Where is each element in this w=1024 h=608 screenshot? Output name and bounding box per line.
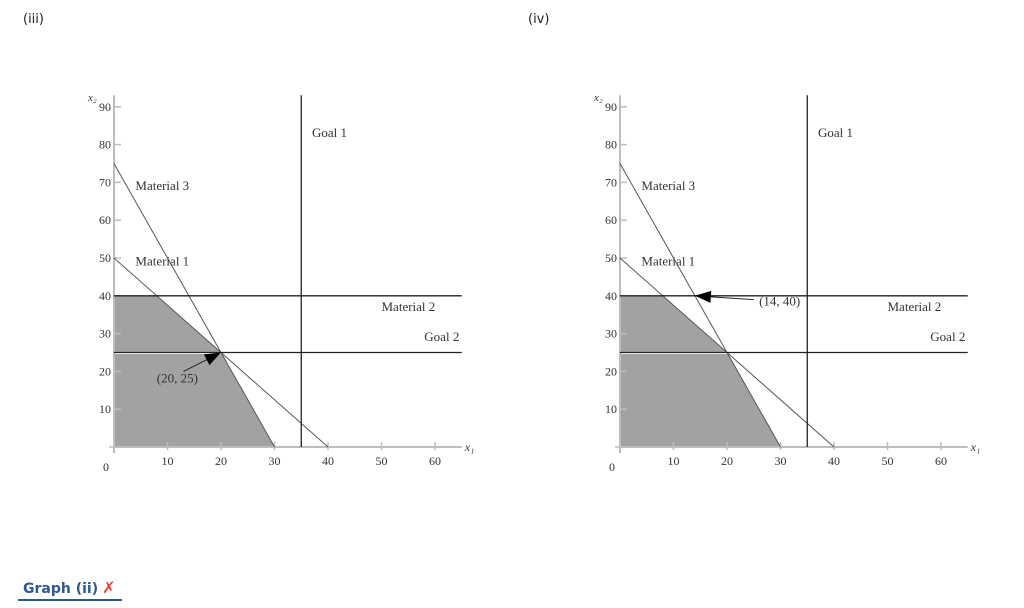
constraint-label: Goal 2	[424, 329, 459, 344]
constraint-label: Goal 1	[312, 125, 347, 140]
constraint-material-3	[113, 163, 275, 448]
y-tick-label: 20	[605, 364, 617, 378]
y-tick-label: 60	[99, 213, 111, 227]
constraint-label: Goal 2	[930, 329, 965, 344]
annotation-label: (20, 25)	[157, 371, 198, 386]
y-tick-label: 30	[99, 327, 111, 341]
y-tick-label: 40	[99, 289, 111, 303]
x-tick-label: 10	[668, 454, 680, 468]
origin-label: 0	[609, 460, 615, 474]
graph-ii-link[interactable]: Graph (ii) ✗	[18, 578, 122, 601]
x-tick-label: 50	[376, 454, 388, 468]
y-tick-label: 80	[605, 138, 617, 152]
y-tick-label: 10	[605, 402, 617, 416]
y-tick-label: 90	[605, 100, 617, 114]
chart-iii: 10 20 30 40 50 60 10 20 30 40 50 60 70 80 90 0 x₁ x₂ Mater…	[87, 92, 475, 474]
annotation-label: (14, 40)	[759, 293, 800, 308]
y-tick-label: 40	[605, 289, 617, 303]
x-tick-label: 50	[882, 454, 894, 468]
feasible-region	[620, 295, 781, 447]
x2-axis-label: x₂	[593, 92, 603, 104]
chart-iv: 10 20 30 40 50 60 10 20 30 40 50 60 70 80 90 0 x₁ x₂ Mater…	[593, 92, 981, 474]
constraint-label: Material 1	[641, 254, 695, 269]
annotation-arrow-line	[710, 296, 754, 301]
y-tick-label: 70	[605, 175, 617, 189]
annotation-arrow-line	[183, 359, 207, 372]
constraint-label: Goal 1	[818, 125, 853, 140]
y-tick-label: 30	[605, 327, 617, 341]
y-tick-label: 80	[99, 138, 111, 152]
x-tick-label: 40	[322, 454, 334, 468]
y-tick-label: 60	[605, 213, 617, 227]
constraint-material-3	[619, 163, 781, 448]
x1-axis-label: x₁	[464, 440, 475, 454]
x1-axis-label: x₁	[970, 440, 981, 454]
x-tick-label: 20	[721, 454, 733, 468]
x-tick-label: 60	[429, 454, 441, 468]
annotation-arrowhead-icon	[694, 290, 712, 303]
panel-label-iv: (iv)	[528, 12, 550, 27]
x2-axis-label: x₂	[87, 92, 97, 104]
y-tick-label: 50	[605, 251, 617, 265]
y-tick-label: 20	[99, 364, 111, 378]
x-tick-label: 30	[775, 454, 787, 468]
y-tick-label: 10	[99, 402, 111, 416]
x-tick-label: 20	[215, 454, 227, 468]
x-tick-label: 60	[935, 454, 947, 468]
x-tick-label: 10	[162, 454, 174, 468]
graph-ii-label: Graph (ii)	[23, 581, 99, 597]
constraint-label: Material 2	[888, 299, 942, 314]
origin-label: 0	[103, 460, 109, 474]
x-mark-icon: ✗	[102, 578, 116, 597]
panel-label-iii: (iii)	[23, 12, 44, 27]
x-tick-label: 40	[828, 454, 840, 468]
constraint-label: Material 1	[135, 254, 189, 269]
y-tick-label: 50	[99, 251, 111, 265]
x-tick-label: 30	[269, 454, 281, 468]
annotation-arrowhead-icon	[204, 352, 221, 366]
y-tick-label: 90	[99, 100, 111, 114]
feasible-region	[114, 295, 275, 447]
constraint-label: Material 3	[135, 178, 189, 193]
constraint-label: Material 2	[382, 299, 436, 314]
constraint-label: Material 3	[641, 178, 695, 193]
y-tick-label: 70	[99, 175, 111, 189]
